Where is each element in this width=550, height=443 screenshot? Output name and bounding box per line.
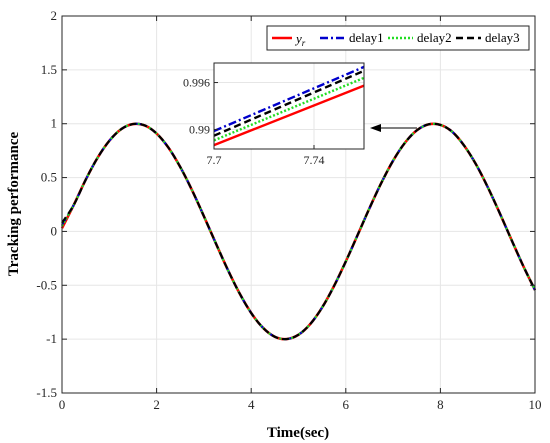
zoom-arrow [370,124,417,132]
y-tick-label: -1.5 [36,385,57,400]
inset-axis-ticks: 7.7 7.74 0.99 0.996 [183,76,325,167]
zoom-inset: 7.7 7.74 0.99 0.996 [183,62,365,167]
x-tick-label: 6 [343,397,350,412]
y-tick-label: -1 [46,331,57,346]
x-tick-label: 10 [529,397,542,412]
inset-series-line-delay3 [213,69,365,137]
main-series-lines [60,122,537,341]
legend-label-delay1: delay1 [349,30,384,45]
inset-frame [213,62,365,150]
y-tick-label: 0 [51,223,58,238]
y-tick-label: 1.5 [41,62,57,77]
x-tick-label: 2 [153,397,160,412]
x-tick-label: 8 [437,397,444,412]
y-tick-label: 2 [51,8,58,23]
x-axis-label: Time(sec) [267,425,329,441]
inset-x-tick-label: 7.7 [207,153,222,167]
inset-x-tick-label: 7.74 [304,153,325,167]
legend-label-delay3: delay3 [485,30,520,45]
legend-label-y_r: yr [294,31,306,48]
inset-series-lines [213,65,365,147]
main-axis-ticks: 0 2 4 6 8 10 -1.5 -1 -0.5 0 0.5 1 1.5 2 [36,8,541,412]
y-axis-label: Tracking performance [6,132,22,277]
y-tick-label: -0.5 [36,277,57,292]
legend-label-delay2: delay2 [417,30,452,45]
inset-series-line-delay1 [213,65,365,133]
inset-y-tick-label: 0.996 [183,76,210,90]
legend: yr delay1 delay2 delay3 [266,25,530,51]
inset-series-line-delay2 [213,76,365,142]
main-plot-frame [61,15,536,394]
x-tick-label: 0 [59,397,66,412]
inset-y-tick-label: 0.99 [189,122,210,136]
y-tick-label: 1 [51,116,58,131]
inset-series-line-y_r [213,84,365,147]
zoom-arrow-head [370,124,381,132]
y-tick-label: 0.5 [41,170,57,185]
series-line-delay3 [61,122,536,341]
x-tick-label: 4 [248,397,255,412]
